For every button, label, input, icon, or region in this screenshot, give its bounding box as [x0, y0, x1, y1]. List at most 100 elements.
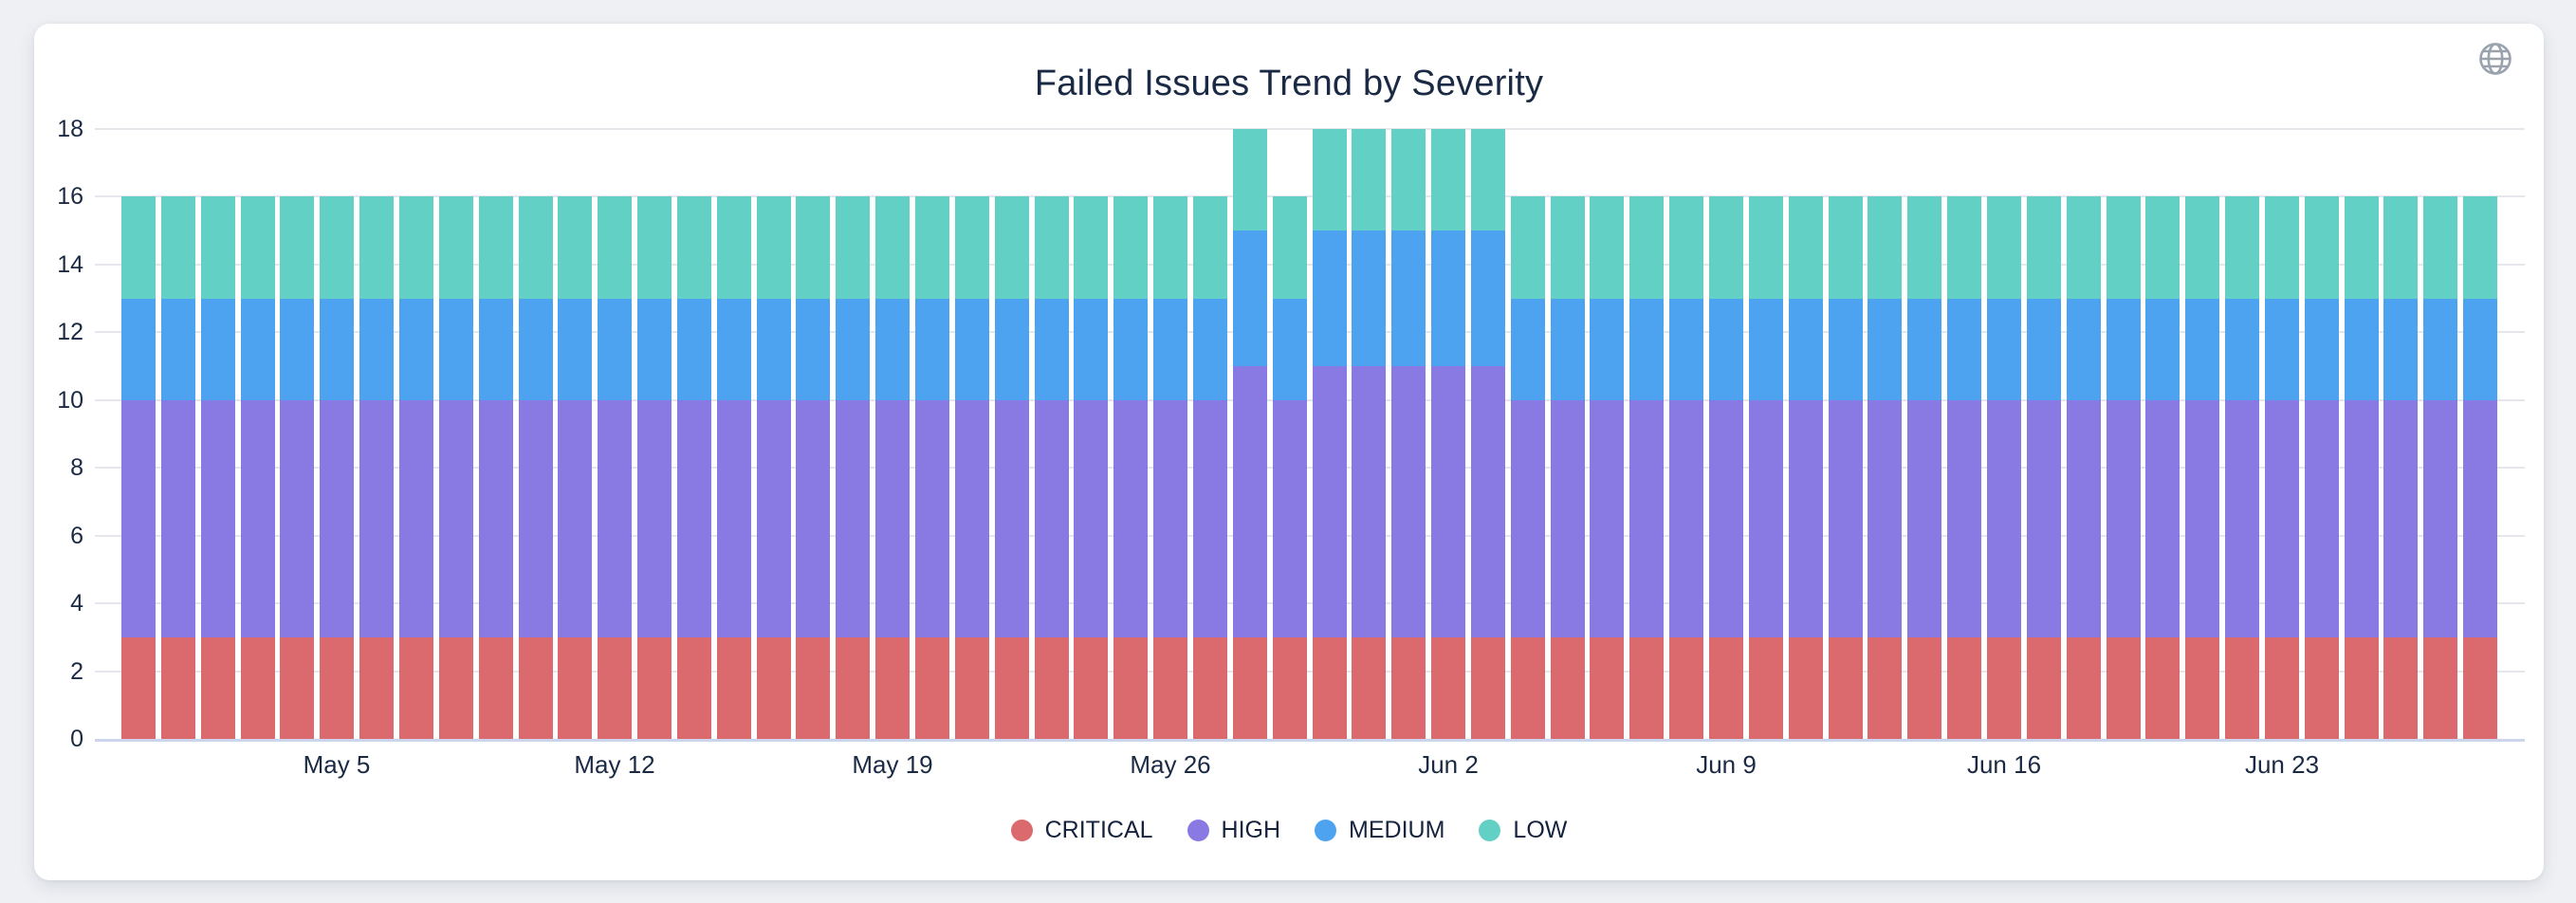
bar-segment-high[interactable]: [995, 400, 1029, 637]
bar-segment-medium[interactable]: [320, 299, 354, 400]
bar-segment-medium[interactable]: [1511, 299, 1545, 400]
bar-segment-critical[interactable]: [519, 637, 553, 739]
bar-segment-critical[interactable]: [1431, 637, 1465, 739]
bar-segment-medium[interactable]: [1035, 299, 1069, 400]
bar-segment-critical[interactable]: [2383, 637, 2418, 739]
bar-segment-high[interactable]: [201, 400, 235, 637]
bar-segment-medium[interactable]: [1233, 230, 1267, 366]
bar-segment-high[interactable]: [1987, 400, 2021, 637]
bar-segment-high[interactable]: [2185, 400, 2219, 637]
bar-segment-low[interactable]: [836, 196, 870, 299]
bar-segment-medium[interactable]: [439, 299, 473, 400]
bar-segment-low[interactable]: [2185, 196, 2219, 299]
bar-segment-low[interactable]: [2265, 196, 2299, 299]
bar-segment-medium[interactable]: [2265, 299, 2299, 400]
bar-segment-critical[interactable]: [1947, 637, 1981, 739]
bar-segment-high[interactable]: [558, 400, 592, 637]
bar-segment-medium[interactable]: [2185, 299, 2219, 400]
bar-segment-medium[interactable]: [2145, 299, 2180, 400]
bar-segment-low[interactable]: [1233, 129, 1267, 230]
bar-segment-low[interactable]: [280, 196, 314, 299]
bar-segment-low[interactable]: [1391, 129, 1426, 230]
bar-segment-critical[interactable]: [757, 637, 791, 739]
bar-segment-high[interactable]: [399, 400, 433, 637]
bar-segment-medium[interactable]: [1471, 230, 1505, 366]
bar-segment-medium[interactable]: [2383, 299, 2418, 400]
bar-segment-low[interactable]: [796, 196, 830, 299]
bar-segment-medium[interactable]: [2345, 299, 2379, 400]
bar-segment-medium[interactable]: [1113, 299, 1148, 400]
bar-segment-high[interactable]: [359, 400, 394, 637]
bar-segment-medium[interactable]: [1352, 230, 1386, 366]
bar-segment-critical[interactable]: [955, 637, 989, 739]
bar-segment-medium[interactable]: [2107, 299, 2141, 400]
bar-segment-high[interactable]: [320, 400, 354, 637]
bar-segment-medium[interactable]: [677, 299, 711, 400]
bar-segment-low[interactable]: [1035, 196, 1069, 299]
bar-segment-high[interactable]: [717, 400, 751, 637]
bar-segment-critical[interactable]: [558, 637, 592, 739]
bar-segment-high[interactable]: [1113, 400, 1148, 637]
bar-segment-medium[interactable]: [1907, 299, 1941, 400]
bar-segment-medium[interactable]: [1947, 299, 1981, 400]
bar-segment-low[interactable]: [1431, 129, 1465, 230]
bar-segment-medium[interactable]: [1868, 299, 1902, 400]
bar-segment-low[interactable]: [121, 196, 156, 299]
legend-item-medium[interactable]: MEDIUM: [1315, 817, 1444, 844]
bar-segment-low[interactable]: [955, 196, 989, 299]
bar-segment-low[interactable]: [201, 196, 235, 299]
bar-segment-low[interactable]: [717, 196, 751, 299]
bar-segment-low[interactable]: [439, 196, 473, 299]
bar-segment-low[interactable]: [1629, 196, 1664, 299]
bar-segment-critical[interactable]: [1313, 637, 1347, 739]
bar-segment-high[interactable]: [1431, 366, 1465, 637]
bar-segment-medium[interactable]: [1829, 299, 1863, 400]
bar-segment-high[interactable]: [1035, 400, 1069, 637]
bar-segment-low[interactable]: [2027, 196, 2061, 299]
bar-segment-high[interactable]: [1907, 400, 1941, 637]
bar-segment-medium[interactable]: [1629, 299, 1664, 400]
bar-segment-medium[interactable]: [1669, 299, 1703, 400]
bar-segment-medium[interactable]: [201, 299, 235, 400]
bar-segment-medium[interactable]: [995, 299, 1029, 400]
bar-segment-high[interactable]: [519, 400, 553, 637]
bar-segment-medium[interactable]: [2305, 299, 2339, 400]
bar-segment-critical[interactable]: [1113, 637, 1148, 739]
bar-segment-low[interactable]: [359, 196, 394, 299]
bar-segment-medium[interactable]: [1193, 299, 1227, 400]
bar-segment-low[interactable]: [241, 196, 275, 299]
bar-segment-low[interactable]: [2107, 196, 2141, 299]
bar-segment-high[interactable]: [1074, 400, 1108, 637]
bar-segment-high[interactable]: [2107, 400, 2141, 637]
bar-segment-medium[interactable]: [479, 299, 513, 400]
legend-item-low[interactable]: LOW: [1479, 817, 1567, 844]
bar-segment-high[interactable]: [2265, 400, 2299, 637]
bar-segment-high[interactable]: [1471, 366, 1505, 637]
bar-segment-low[interactable]: [1113, 196, 1148, 299]
bar-segment-critical[interactable]: [637, 637, 672, 739]
bar-segment-critical[interactable]: [1629, 637, 1664, 739]
bar-segment-critical[interactable]: [1669, 637, 1703, 739]
bar-segment-critical[interactable]: [677, 637, 711, 739]
bar-segment-critical[interactable]: [2145, 637, 2180, 739]
bar-segment-critical[interactable]: [995, 637, 1029, 739]
bar-segment-high[interactable]: [875, 400, 910, 637]
bar-segment-high[interactable]: [2027, 400, 2061, 637]
bar-segment-low[interactable]: [915, 196, 949, 299]
bar-segment-low[interactable]: [2383, 196, 2418, 299]
bar-segment-high[interactable]: [2463, 400, 2497, 637]
bar-segment-high[interactable]: [637, 400, 672, 637]
bar-segment-critical[interactable]: [439, 637, 473, 739]
bar-segment-high[interactable]: [479, 400, 513, 637]
bar-segment-low[interactable]: [1313, 129, 1347, 230]
bar-segment-critical[interactable]: [479, 637, 513, 739]
bar-segment-critical[interactable]: [1590, 637, 1624, 739]
bar-segment-low[interactable]: [1829, 196, 1863, 299]
bar-segment-medium[interactable]: [519, 299, 553, 400]
bar-segment-critical[interactable]: [2107, 637, 2141, 739]
bar-segment-high[interactable]: [1313, 366, 1347, 637]
bar-segment-critical[interactable]: [875, 637, 910, 739]
bar-segment-critical[interactable]: [1789, 637, 1823, 739]
bar-segment-high[interactable]: [757, 400, 791, 637]
bar-segment-low[interactable]: [637, 196, 672, 299]
